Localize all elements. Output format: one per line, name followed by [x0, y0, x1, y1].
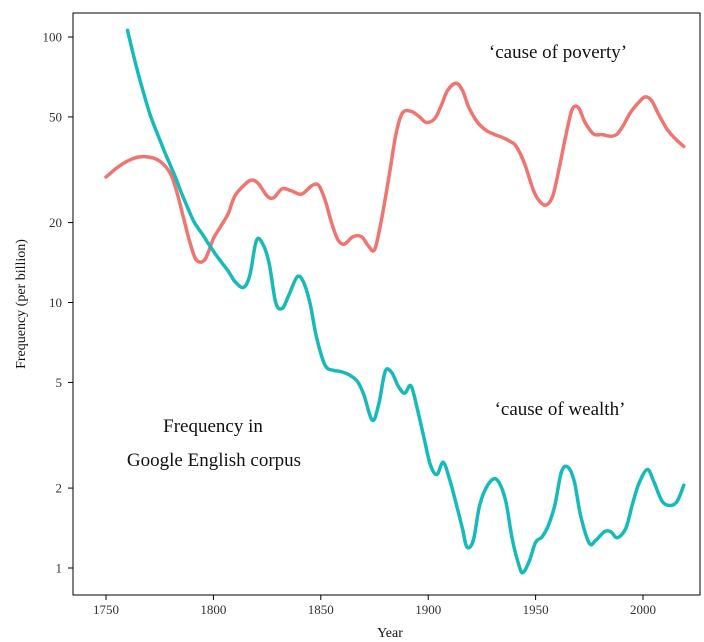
x-tick-label: 2000	[630, 602, 656, 617]
y-tick-label: 2	[56, 481, 63, 496]
x-axis-ticks: 1750 1800 1850 1900 1950 2000	[93, 595, 656, 617]
y-tick-label: 1	[56, 561, 63, 576]
y-tick-label: 10	[49, 295, 62, 310]
x-tick-label: 1850	[308, 602, 334, 617]
series-line-poverty	[104, 81, 686, 264]
annotation-cause-of-wealth: ‘cause of wealth’	[495, 399, 626, 420]
y-tick-label: 20	[49, 215, 62, 230]
series-line-wealth	[125, 28, 686, 575]
series-lines	[104, 28, 686, 575]
annotation-frequency-in: Frequency in	[163, 416, 263, 437]
annotation-cause-of-poverty: ‘cause of poverty’	[489, 42, 627, 63]
plot-frame	[72, 12, 701, 596]
y-axis-ticks: 1 2 5 10 20 50 100	[43, 30, 73, 576]
x-tick-label: 1750	[93, 602, 119, 617]
x-axis-label: Year	[377, 626, 403, 641]
y-tick-label: 100	[43, 30, 63, 45]
y-tick-label: 50	[49, 109, 62, 124]
y-tick-label: 5	[56, 375, 63, 390]
x-tick-label: 1950	[523, 602, 549, 617]
x-tick-label: 1800	[200, 602, 226, 617]
y-axis-label: Frequency (per billion)	[14, 239, 29, 369]
annotation-google-english-corpus: Google English corpus	[127, 450, 301, 471]
x-tick-label: 1900	[415, 602, 441, 617]
